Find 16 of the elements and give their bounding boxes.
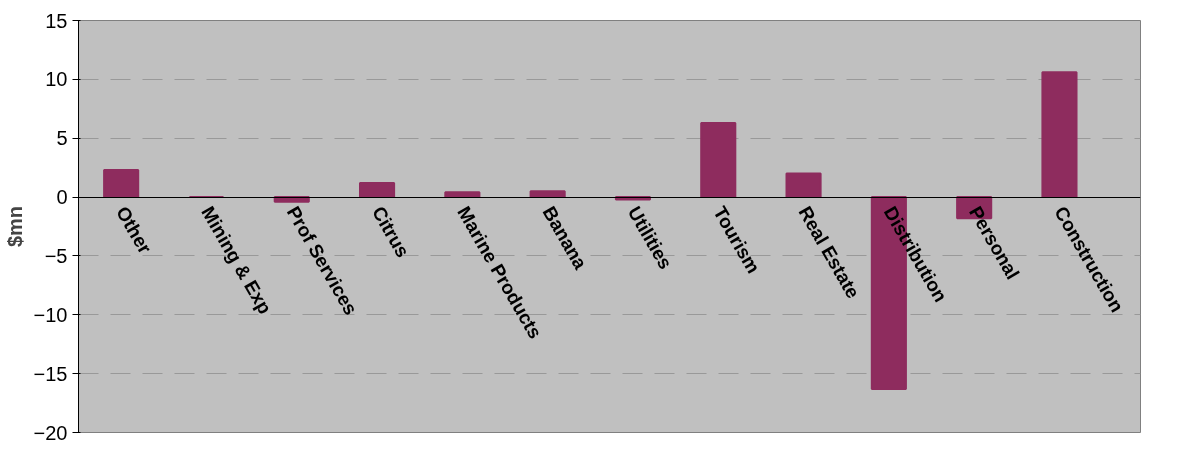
bar: [358, 181, 396, 199]
y-tick-label: −15: [33, 362, 68, 385]
y-tick-label: 0: [56, 186, 68, 209]
y-tick-label: 15: [45, 9, 68, 32]
y-tick-label: 5: [56, 127, 68, 150]
bar: [785, 172, 822, 199]
y-tick-label: 10: [45, 68, 68, 91]
y-axis-title: $mn: [3, 205, 26, 248]
y-tick-label: −5: [44, 244, 68, 267]
bar: [273, 196, 310, 203]
bar: [444, 191, 481, 199]
bar: [1041, 71, 1078, 199]
bar: [700, 121, 737, 199]
y-tick-label: −10: [33, 303, 68, 326]
y-tick-label: −20: [33, 421, 68, 444]
bar: [103, 169, 140, 199]
